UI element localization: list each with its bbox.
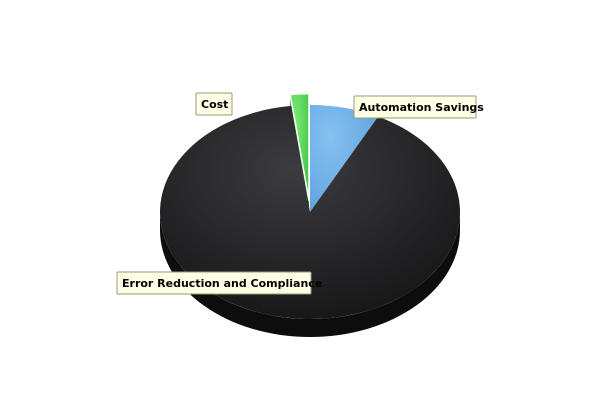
label-error-reduction: Error Reduction and Compliance — [116, 271, 322, 295]
pie-slice-error-reduction-and-compliance — [160, 105, 461, 320]
label-text-cost: Cost — [201, 98, 228, 111]
pie-slice-automation-savings — [310, 105, 379, 212]
pie-rim-error-reduction-and-compliance — [160, 212, 460, 337]
label-text-automation-savings: Automation Savings — [359, 101, 484, 114]
label-text-error-reduction: Error Reduction and Compliance — [122, 277, 322, 290]
label-automation-savings: Automation Savings — [353, 95, 484, 119]
pie-labels: Automation Savings Error Reduction and C… — [116, 92, 484, 295]
pie-slices — [160, 92, 461, 320]
pie-slice-cost — [289, 92, 310, 201]
label-cost: Cost — [195, 92, 233, 116]
